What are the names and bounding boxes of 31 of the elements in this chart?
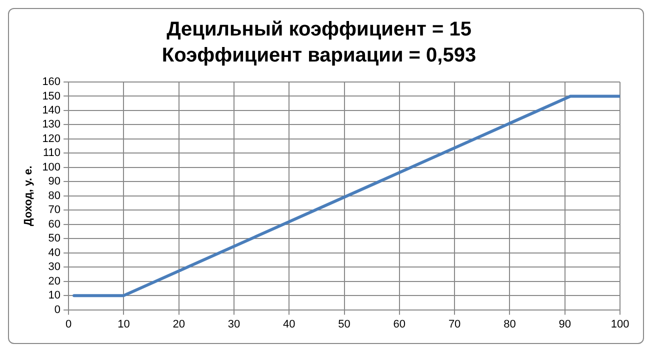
y-tick-label: 150 [42,90,61,102]
x-tick-label: 50 [338,318,350,330]
x-tick-label: 30 [228,318,240,330]
y-tick-label: 100 [42,161,61,174]
y-tick-label: 10 [48,290,61,302]
y-tick-label: 160 [42,76,61,88]
x-tick-label: 0 [65,318,72,330]
y-tick-label: 90 [48,176,61,188]
x-tick-label: 100 [610,318,630,330]
chart-subtitle: Коэффициент вариации = 0,593 [162,44,476,67]
x-tick-label: 60 [393,318,406,330]
chart-title: Децильный коэффициент = 15 [166,18,472,41]
y-tick-label: 120 [42,132,61,145]
x-tick-label: 20 [172,318,185,330]
y-tick-label: 50 [48,232,61,245]
y-tick-label: 60 [48,218,61,230]
x-tick-label: 10 [118,318,130,330]
y-axis-title: Доход, у. е. [22,166,35,226]
y-tick-label: 80 [48,190,61,202]
y-tick-label: 30 [48,261,61,274]
x-tick-label: 70 [448,318,461,330]
y-tick-label: 70 [48,204,61,216]
y-tick-label: 0 [54,304,61,316]
y-tick-label: 140 [42,104,61,117]
x-tick-label: 80 [504,318,516,330]
x-tick-label: 90 [558,318,571,330]
x-tick-label: 40 [283,318,296,330]
y-tick-label: 130 [42,118,61,131]
y-tick-label: 20 [48,275,61,288]
y-tick-label: 110 [43,147,61,160]
y-tick-label: 40 [48,246,61,259]
